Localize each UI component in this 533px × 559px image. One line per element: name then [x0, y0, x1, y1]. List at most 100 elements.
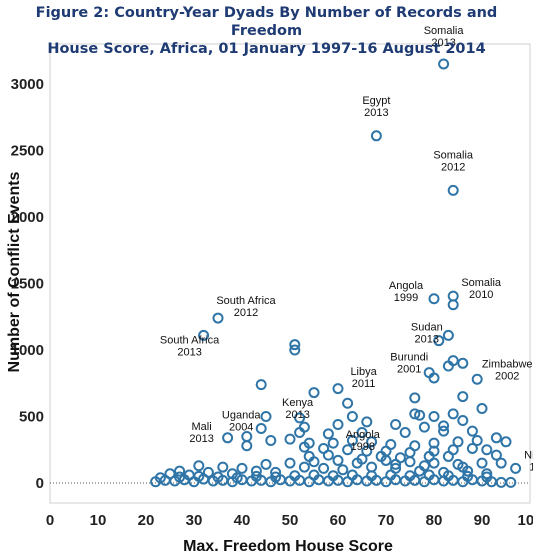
data-point: [346, 411, 358, 423]
annotation-country: Sudan: [411, 322, 443, 334]
point-annotation: Angola 1999: [389, 280, 424, 304]
point-annotation: Nigeria1997: [524, 449, 533, 473]
data-point: [428, 411, 440, 423]
annotation-year: 2002: [495, 370, 519, 382]
annotation-country: Nigeria: [524, 449, 533, 461]
annotation-country: Egypt: [362, 95, 390, 107]
data-point: [476, 403, 488, 415]
data-point: [250, 465, 262, 477]
data-point: [457, 391, 469, 403]
data-point: [423, 450, 435, 462]
data-point: [438, 425, 450, 437]
point-annotation: Somalia 2013: [424, 25, 465, 49]
annotation-country: Burundi: [390, 352, 428, 364]
data-point: [428, 372, 440, 384]
point-annotation: South Africa 2012: [216, 295, 276, 319]
data-point: [447, 299, 459, 311]
data-point: [495, 476, 507, 488]
x-tick-label: 50: [282, 512, 299, 529]
data-point: [260, 411, 272, 423]
data-point: [409, 392, 421, 404]
data-point: [212, 312, 224, 324]
y-axis-title: Number of Conflict Events: [6, 171, 23, 372]
data-point: [442, 470, 454, 482]
y-tick-label: 0: [36, 475, 44, 492]
y-tick-label: 2500: [11, 142, 44, 159]
data-point: [438, 420, 450, 432]
annotation-year: 2013: [189, 433, 213, 445]
data-point: [318, 462, 330, 474]
data-point: [174, 471, 186, 483]
chart-title-line-2: House Score, Africa, 01 January 1997-16 …: [47, 41, 486, 57]
data-point: [250, 470, 262, 482]
data-point: [346, 469, 358, 481]
point-annotation: Somalia 2010: [461, 277, 502, 301]
data-point: [337, 464, 349, 476]
data-point: [270, 466, 282, 478]
points-layer: [150, 58, 522, 488]
data-point: [327, 470, 339, 482]
annotation-country: Angola: [346, 429, 381, 441]
y-tick-label: 1500: [11, 275, 44, 292]
point-annotation: Kenya 2013: [282, 397, 314, 421]
annotation-year: 2013: [177, 346, 201, 358]
point-annotation: Somalia 2012: [433, 149, 474, 173]
annotation-year: 2013: [364, 107, 388, 119]
data-point: [322, 449, 334, 461]
data-point: [471, 373, 483, 385]
annotation-country: Angola: [389, 280, 424, 292]
data-point: [457, 357, 469, 369]
annotation-year: 2010: [469, 289, 493, 301]
data-point: [298, 441, 310, 453]
data-point: [255, 422, 267, 434]
data-point: [289, 470, 301, 482]
data-point: [390, 419, 402, 431]
data-point: [154, 472, 166, 484]
annotation-country: Somalia: [461, 277, 502, 289]
data-point: [255, 379, 267, 391]
data-point: [198, 329, 210, 341]
data-point: [438, 58, 450, 70]
data-point: [409, 408, 421, 420]
data-point: [385, 469, 397, 481]
data-point: [284, 457, 296, 469]
data-point: [356, 426, 368, 438]
data-point: [375, 450, 387, 462]
annotation-country: Uganda: [222, 409, 261, 421]
chart-title-line-1: Figure 2: Country-Year Dyads By Number o…: [35, 5, 498, 39]
data-point: [212, 471, 224, 483]
data-point: [495, 457, 507, 469]
data-point: [442, 450, 454, 462]
data-point: [404, 456, 416, 468]
data-point: [270, 471, 282, 483]
data-point: [442, 360, 454, 372]
data-point: [294, 426, 306, 438]
x-tick-label: 30: [186, 512, 203, 529]
point-annotation: Angola 1998: [346, 429, 381, 453]
chart-title: Figure 2: Country-Year Dyads By Number o…: [0, 4, 533, 58]
data-point: [351, 457, 363, 469]
axes-layer: 0102030405060708090100050010001500200025…: [11, 43, 533, 529]
data-point: [346, 434, 358, 446]
data-point: [308, 469, 320, 481]
annotation-country: Kenya: [282, 397, 314, 409]
annotation-year: 2001: [397, 364, 421, 376]
data-point: [399, 426, 411, 438]
data-point: [265, 434, 277, 446]
data-point: [447, 408, 459, 420]
point-annotation: Mali 2013: [189, 421, 213, 445]
x-tick-label: 40: [234, 512, 251, 529]
annotation-year: 2013: [285, 409, 309, 421]
data-point: [217, 461, 229, 473]
data-point: [428, 437, 440, 449]
x-tick-label: 90: [474, 512, 491, 529]
data-point: [284, 433, 296, 445]
data-point: [294, 412, 306, 424]
data-point: [366, 470, 378, 482]
annotation-country: Somalia: [424, 25, 465, 37]
annotation-country: South Africa: [160, 334, 220, 346]
data-point: [500, 436, 512, 448]
data-point: [404, 470, 416, 482]
data-point: [505, 476, 517, 488]
